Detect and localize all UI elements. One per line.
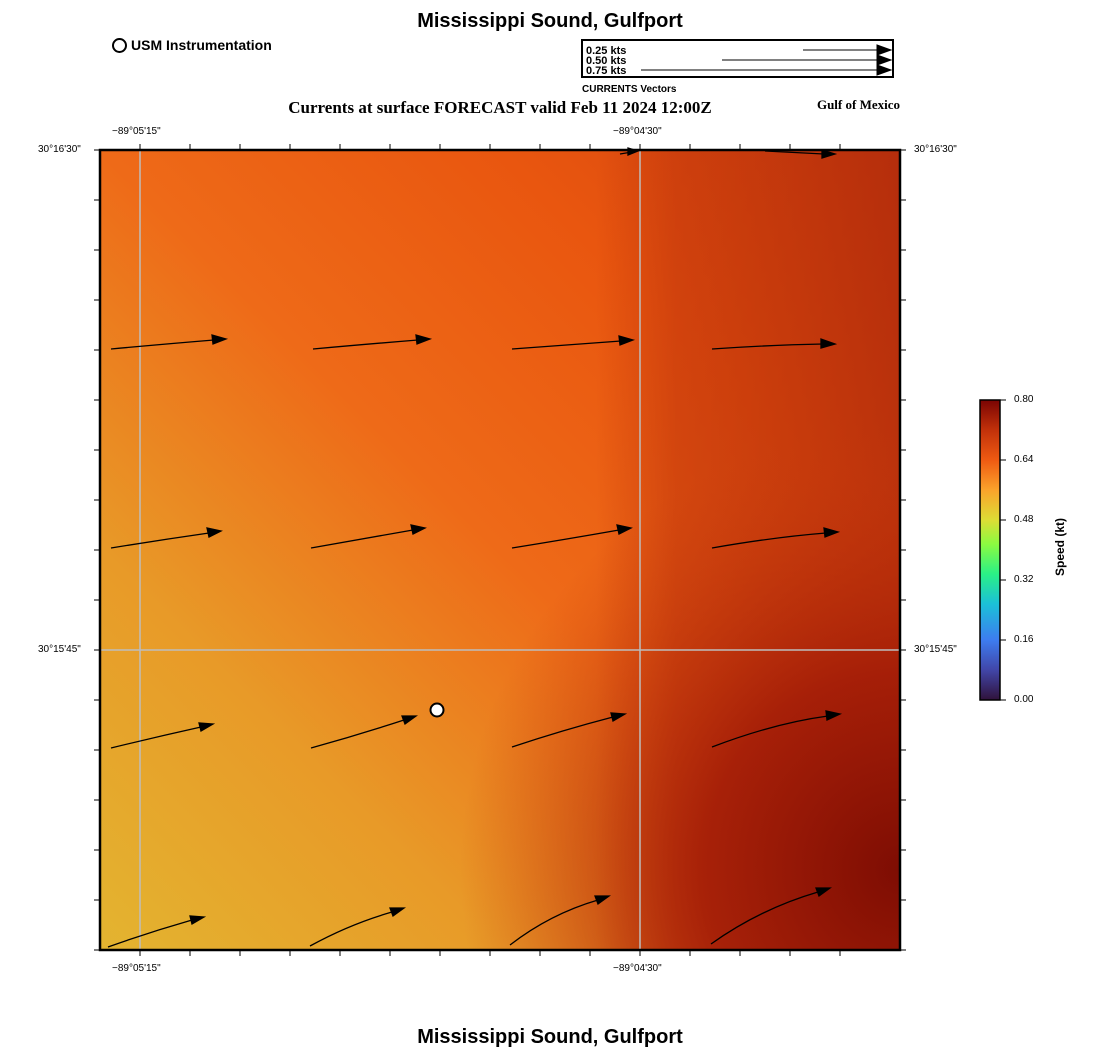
current-vector <box>710 891 819 945</box>
vector-arrowhead <box>415 334 433 345</box>
colorbar-title: Speed (kt) <box>1053 518 1067 577</box>
vector-scale-arrows <box>641 44 893 76</box>
lat-label-left-top: 30°16'30" <box>38 144 81 155</box>
vector-arrowhead <box>820 338 838 349</box>
colorbar-tick-label: 0.48 <box>1014 514 1034 525</box>
lat-label-right-top: 30°16'30" <box>914 144 957 155</box>
graticule <box>100 150 900 950</box>
vector-arrowhead <box>594 895 611 906</box>
scale-arrowhead <box>876 44 893 56</box>
current-vectors <box>107 147 843 948</box>
current-vector <box>511 716 614 748</box>
current-vector <box>511 529 620 549</box>
station-legend-label: USM Instrumentation <box>131 37 272 53</box>
vector-arrowhead <box>821 149 838 159</box>
station-marker-icon <box>112 37 127 53</box>
colorbar-tick-label: 0.32 <box>1014 574 1034 585</box>
speed-field <box>100 150 900 950</box>
forecast-subtitle: Currents at surface FORECAST valid Feb 1… <box>288 98 712 117</box>
current-vector <box>509 899 599 946</box>
station-legend: USM Instrumentation <box>112 37 272 53</box>
vector-scale-caption: CURRENTS Vectors <box>582 84 677 95</box>
vector-arrowhead <box>618 335 636 346</box>
colorbar-tick-label: 0.00 <box>1014 694 1034 705</box>
current-vector <box>711 343 824 350</box>
vector-scale-label: 0.75 kts <box>586 65 627 77</box>
vector-arrowhead <box>610 712 628 722</box>
current-vector <box>312 339 419 350</box>
vector-arrowhead <box>616 524 633 535</box>
vector-arrowhead <box>211 334 229 345</box>
speed-colorbar <box>979 399 1006 701</box>
current-vector <box>764 150 825 155</box>
region-label: Gulf of Mexico <box>816 97 900 112</box>
vector-arrowhead <box>401 715 418 726</box>
colorbar-tick-label: 0.16 <box>1014 634 1034 645</box>
lat-label-left-mid: 30°15'45" <box>38 644 81 655</box>
current-vector <box>110 726 202 749</box>
current-vector <box>310 719 405 749</box>
current-vector <box>309 911 393 947</box>
scale-arrowhead <box>876 64 893 76</box>
current-vector <box>110 339 215 350</box>
current-vector <box>711 715 829 748</box>
colorbar-ramp <box>979 399 1001 701</box>
scale-arrowhead <box>876 54 893 66</box>
usm-station-marker[interactable] <box>429 702 445 718</box>
vector-scale-label: 0.25 kts <box>586 45 627 57</box>
vector-arrowhead <box>627 147 640 156</box>
vector-arrowhead <box>823 527 841 538</box>
current-vector <box>711 532 827 549</box>
map-title: Mississippi Sound, Gulfport <box>417 10 683 32</box>
vector-scale-box: 0.25 kts 0.50 kts 0.75 kts <box>581 39 894 78</box>
current-vector <box>310 529 414 549</box>
vector-arrowhead <box>825 710 843 721</box>
lon-label-bottom-right: −89°04'30" <box>613 963 662 974</box>
vector-arrowhead <box>198 722 216 732</box>
current-vector <box>511 340 622 350</box>
frame-ticks <box>94 144 906 956</box>
colorbar-tick-label: 0.80 <box>1014 394 1034 405</box>
vector-arrowhead <box>206 527 223 538</box>
vector-arrowhead <box>410 524 427 535</box>
vector-arrowhead <box>189 915 207 925</box>
lon-label-top-left: −89°05'15" <box>112 126 161 137</box>
vector-arrowhead <box>389 907 406 918</box>
vector-scale-label: 0.50 kts <box>586 55 627 67</box>
lat-label-right-mid: 30°15'45" <box>914 644 957 655</box>
lon-label-bottom-left: −89°05'15" <box>112 963 161 974</box>
footer-title: Mississippi Sound, Gulfport <box>417 1026 683 1048</box>
current-vector <box>107 919 193 948</box>
colorbar-tick-label: 0.64 <box>1014 454 1034 465</box>
current-vector <box>110 532 210 549</box>
vector-arrowhead <box>815 887 832 898</box>
lon-label-top-right: −89°04'30" <box>613 126 662 137</box>
